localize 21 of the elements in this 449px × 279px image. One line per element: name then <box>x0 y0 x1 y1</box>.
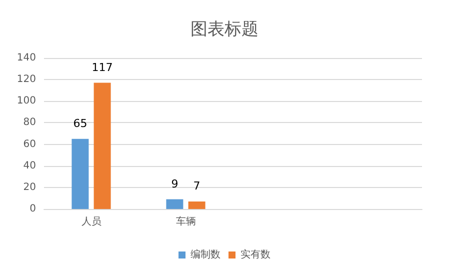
bar <box>166 199 184 209</box>
y-tick-label: 60 <box>23 138 36 150</box>
y-tick-label: 80 <box>23 117 36 128</box>
legend-label: 编制数 <box>190 248 220 260</box>
bar <box>94 82 111 209</box>
y-tick-label: 100 <box>16 96 36 107</box>
y-tick-label: 140 <box>16 52 36 64</box>
x-tick-label: 人员 <box>81 216 102 228</box>
data-label: 7 <box>193 179 200 192</box>
x-tick-label: 车辆 <box>176 216 196 228</box>
bar <box>72 138 89 209</box>
y-tick-label: 120 <box>16 74 36 86</box>
y-tick-label: 20 <box>23 182 36 193</box>
bar <box>188 201 206 209</box>
data-label: 65 <box>73 116 88 130</box>
legend-label: 实有数 <box>240 248 270 260</box>
y-tick-label: 0 <box>30 204 36 214</box>
y-tick-label: 40 <box>23 160 36 172</box>
data-label: 9 <box>171 177 178 190</box>
chart-title: 图表标题 <box>190 20 258 40</box>
data-label: 117 <box>92 60 113 74</box>
